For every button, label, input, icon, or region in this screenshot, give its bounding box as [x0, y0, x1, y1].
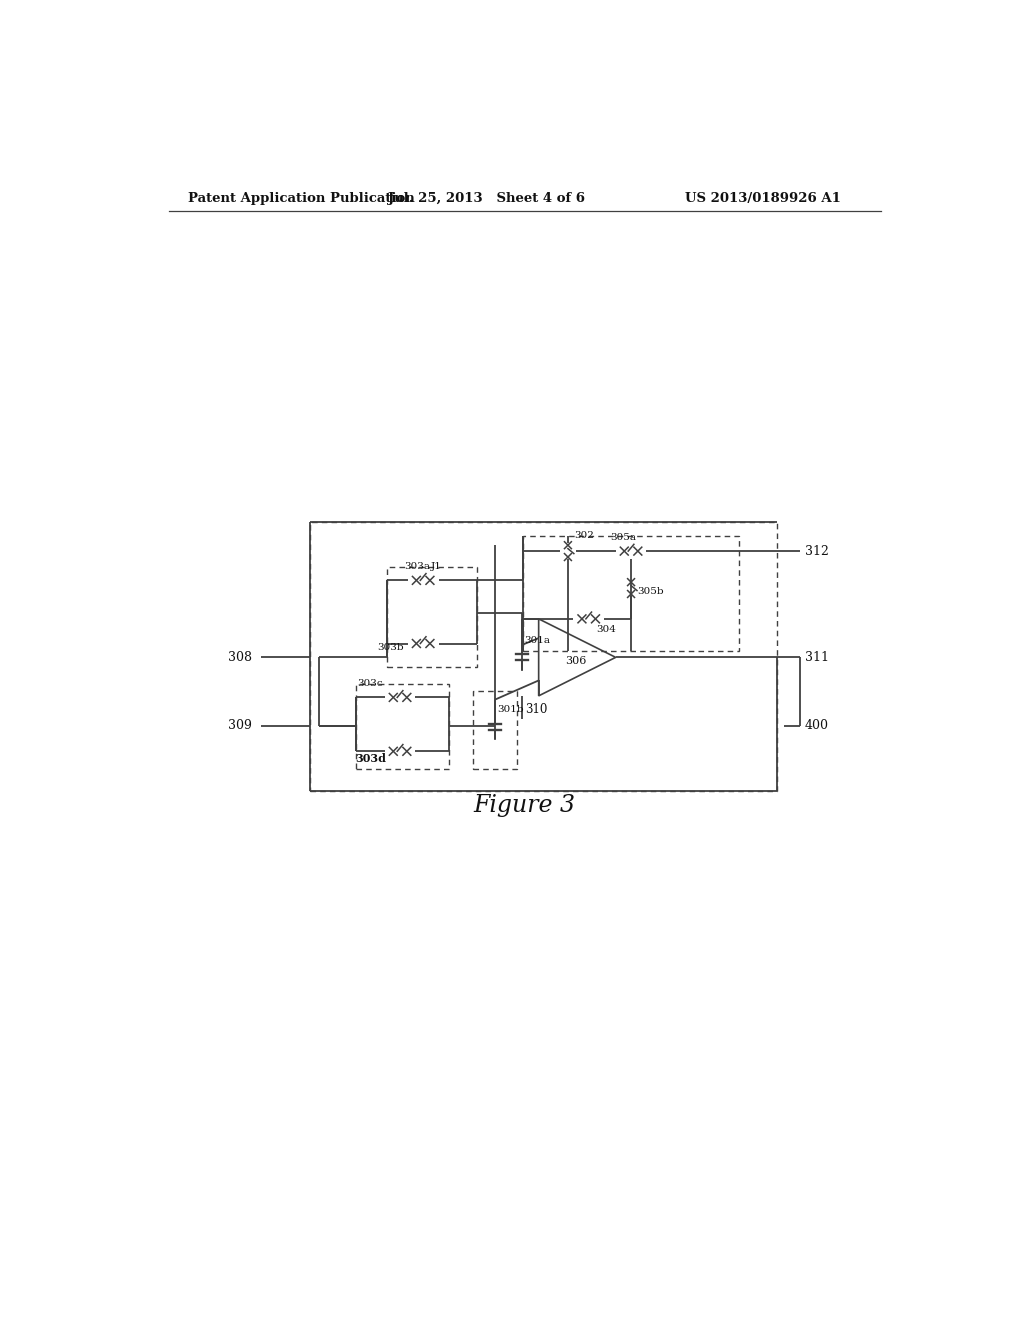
Bar [473, 692, 517, 770]
Text: J1: J1 [431, 562, 441, 572]
Bar [387, 566, 477, 667]
Text: 312: 312 [805, 545, 829, 557]
Bar [523, 536, 739, 651]
Text: 303a: 303a [404, 562, 431, 572]
Text: 303c: 303c [357, 678, 383, 688]
Bar [356, 684, 449, 770]
Text: 303d: 303d [355, 754, 386, 764]
Text: 310: 310 [525, 704, 548, 717]
Text: Figure 3: Figure 3 [474, 793, 575, 817]
Text: 308: 308 [228, 651, 252, 664]
Text: 305a: 305a [610, 533, 636, 541]
Text: 304: 304 [596, 626, 616, 634]
Text: 302: 302 [574, 531, 594, 540]
Text: US 2013/0189926 A1: US 2013/0189926 A1 [685, 191, 841, 205]
Text: 305b: 305b [637, 587, 664, 597]
Text: Patent Application Publication: Patent Application Publication [188, 191, 415, 205]
Text: Jul. 25, 2013   Sheet 4 of 6: Jul. 25, 2013 Sheet 4 of 6 [388, 191, 585, 205]
Text: 311: 311 [805, 651, 829, 664]
Text: 306: 306 [565, 656, 587, 667]
Text: 309: 309 [228, 719, 252, 733]
Bar [310, 521, 777, 792]
Text: 400: 400 [805, 719, 829, 733]
Text: 301a: 301a [524, 636, 550, 645]
Text: 301b: 301b [497, 705, 523, 714]
Text: 303b: 303b [377, 643, 403, 652]
